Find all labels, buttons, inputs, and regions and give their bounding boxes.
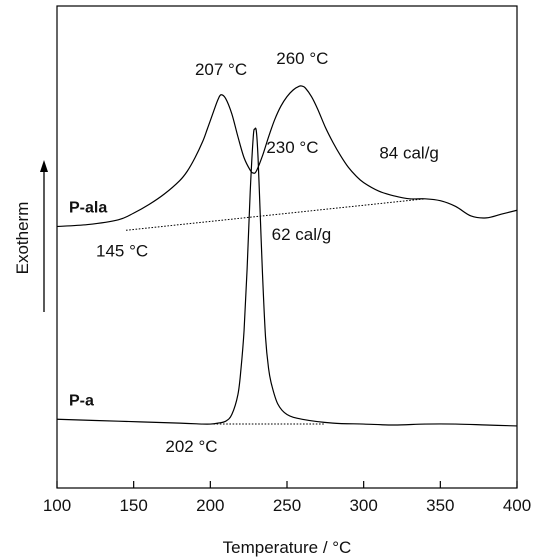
baseline-p-ala (125, 198, 426, 231)
annotation-207-c: 207 °C (195, 60, 247, 79)
x-axis: 100 150 200 250 300 350 400 (43, 481, 531, 515)
x-tick-label: 150 (119, 496, 147, 515)
annotation-260-c: 260 °C (276, 49, 328, 68)
annotations: 207 °C 260 °C 84 cal/g 145 °C 230 °C 62 cal/g… (96, 49, 439, 456)
series-line-p-ala (56, 85, 518, 228)
x-tick-label: 350 (426, 496, 454, 515)
y-axis-title: Exotherm (13, 202, 32, 275)
annotation-62-cal-g: 62 cal/g (272, 225, 332, 244)
x-tick-label: 250 (273, 496, 301, 515)
annotation-84-cal-g: 84 cal/g (379, 144, 439, 163)
x-axis-title: Temperature / °C (223, 538, 352, 557)
series-label-p-a: P-a (69, 392, 94, 409)
series-labels: P-ala P-a (69, 199, 107, 409)
series-line-p-a (56, 127, 518, 427)
x-tick-label: 400 (503, 496, 531, 515)
exotherm-arrow-head (40, 160, 48, 172)
annotation-230-c: 230 °C (266, 138, 318, 157)
x-tick-label: 300 (349, 496, 377, 515)
annotation-202-c: 202 °C (165, 437, 217, 456)
baselines (125, 198, 426, 425)
annotation-145-c: 145 °C (96, 241, 148, 260)
y-axis-title-group: Exotherm (13, 160, 48, 312)
series-label-p-ala: P-ala (69, 199, 107, 216)
x-tick-label: 100 (43, 496, 71, 515)
series-curves (56, 85, 518, 427)
x-tick-label: 200 (196, 496, 224, 515)
